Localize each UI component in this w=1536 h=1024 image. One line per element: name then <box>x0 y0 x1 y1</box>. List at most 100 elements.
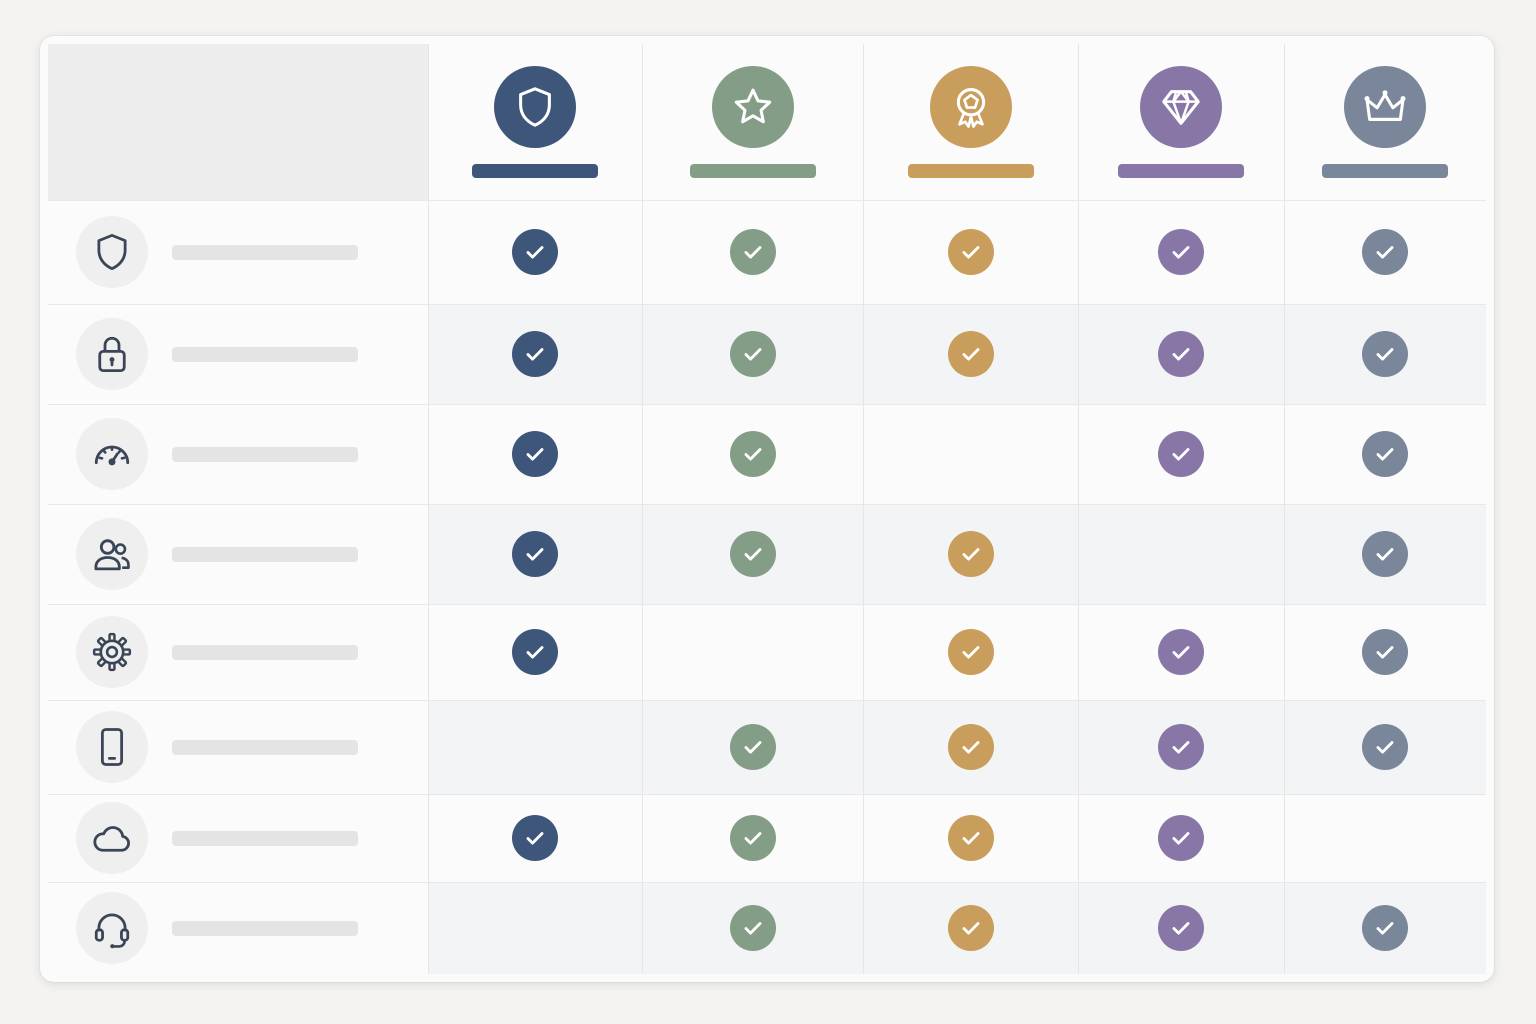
checkmark-glyph-icon <box>744 922 761 935</box>
gear-icon <box>92 632 132 672</box>
checkmark-glyph-icon <box>962 548 979 561</box>
plan-header-diamond[interactable] <box>1078 44 1284 200</box>
headset-icon <box>94 913 130 949</box>
check-icon <box>512 331 558 377</box>
check-icon <box>512 431 558 477</box>
feature-label-placeholder-bar <box>172 740 358 755</box>
check-icon <box>947 229 994 275</box>
feature-icon-security <box>76 216 148 288</box>
row-divider <box>48 882 1486 883</box>
users-icon <box>94 539 130 571</box>
feature-label-placeholder-bar <box>172 547 358 562</box>
feature-icon-performance <box>76 418 148 490</box>
check-icon <box>1158 229 1204 275</box>
column-divider <box>1078 44 1079 974</box>
check-icon <box>729 724 776 770</box>
feature-label-placeholder-bar <box>172 447 358 462</box>
checkmark-glyph-icon <box>526 646 544 659</box>
checkmark-glyph-icon <box>526 832 544 845</box>
row-divider <box>48 200 1486 201</box>
check-icon <box>512 531 558 577</box>
checkmark-glyph-icon <box>1376 448 1394 461</box>
plan-badge-shield <box>494 66 576 148</box>
check-icon <box>1158 724 1204 770</box>
check-icon <box>947 331 994 377</box>
checkmark-glyph-icon <box>526 246 544 259</box>
checkmark-glyph-icon <box>962 832 979 845</box>
shield-icon <box>97 233 127 271</box>
checkmark-glyph-icon <box>526 448 544 461</box>
checkmark-glyph-icon <box>962 741 979 754</box>
check-icon <box>1362 431 1408 477</box>
checkmark-glyph-icon <box>1172 448 1190 461</box>
plan-header-star[interactable] <box>642 44 863 200</box>
check-icon <box>1362 531 1408 577</box>
check-icon <box>1362 229 1408 275</box>
column-divider <box>642 44 643 974</box>
plan-header-crown[interactable] <box>1284 44 1486 200</box>
checkmark-glyph-icon <box>962 246 979 259</box>
row-divider <box>48 304 1486 305</box>
check-icon <box>1158 629 1204 675</box>
checkmark-glyph-icon <box>1376 246 1394 259</box>
check-icon <box>512 229 558 275</box>
star-icon <box>734 88 771 124</box>
check-icon <box>1362 905 1408 951</box>
plan-badge-diamond <box>1140 66 1222 148</box>
feature-icon-privacy <box>76 318 148 390</box>
feature-icon-settings <box>76 616 148 688</box>
row-divider <box>48 700 1486 701</box>
plan-badge-crown <box>1344 66 1426 148</box>
check-icon <box>947 815 994 861</box>
plan-header-shield[interactable] <box>428 44 642 200</box>
checkmark-glyph-icon <box>526 348 544 361</box>
check-icon <box>512 629 558 675</box>
column-divider <box>428 44 429 974</box>
check-icon <box>947 724 994 770</box>
check-icon <box>729 815 776 861</box>
plan-badge-award <box>929 66 1012 148</box>
check-icon <box>1158 431 1204 477</box>
plan-name-placeholder-bar <box>1118 164 1244 178</box>
award-ribbon-icon <box>956 88 985 128</box>
feature-label-placeholder-bar <box>172 645 358 660</box>
feature-label-placeholder-bar <box>172 921 358 936</box>
check-icon <box>729 229 776 275</box>
feature-icon-support <box>76 892 148 964</box>
feature-comparison-table <box>48 44 1486 974</box>
plan-name-placeholder-bar <box>689 164 816 178</box>
check-icon <box>947 905 994 951</box>
table-corner-placeholder <box>48 44 428 200</box>
checkmark-glyph-icon <box>962 922 979 935</box>
plan-name-placeholder-bar <box>1322 164 1448 178</box>
checkmark-glyph-icon <box>1172 922 1190 935</box>
check-icon <box>1362 331 1408 377</box>
checkmark-glyph-icon <box>744 741 761 754</box>
checkmark-glyph-icon <box>1172 246 1190 259</box>
checkmark-glyph-icon <box>1376 348 1394 361</box>
check-icon <box>1158 331 1204 377</box>
plan-header-award[interactable] <box>863 44 1078 200</box>
smartphone-icon <box>100 728 124 766</box>
checkmark-glyph-icon <box>1376 548 1394 561</box>
check-icon <box>729 331 776 377</box>
checkmark-glyph-icon <box>1376 922 1394 935</box>
lock-icon <box>98 336 126 373</box>
feature-icon-team <box>76 518 148 590</box>
checkmark-glyph-icon <box>744 448 761 461</box>
checkmark-glyph-icon <box>744 348 761 361</box>
checkmark-glyph-icon <box>962 646 979 659</box>
feature-label-placeholder-bar <box>172 831 358 846</box>
checkmark-glyph-icon <box>744 246 761 259</box>
checkmark-glyph-icon <box>1172 646 1190 659</box>
check-icon <box>947 629 994 675</box>
checkmark-glyph-icon <box>1172 348 1190 361</box>
check-icon <box>729 905 776 951</box>
row-divider <box>48 604 1486 605</box>
feature-icon-mobile <box>76 711 148 783</box>
check-icon <box>947 531 994 577</box>
checkmark-glyph-icon <box>1172 832 1190 845</box>
column-divider <box>1284 44 1285 974</box>
speedometer-icon <box>94 445 130 466</box>
checkmark-glyph-icon <box>744 832 761 845</box>
